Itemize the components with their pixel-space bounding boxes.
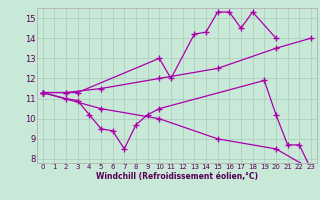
X-axis label: Windchill (Refroidissement éolien,°C): Windchill (Refroidissement éolien,°C) [96, 172, 258, 181]
